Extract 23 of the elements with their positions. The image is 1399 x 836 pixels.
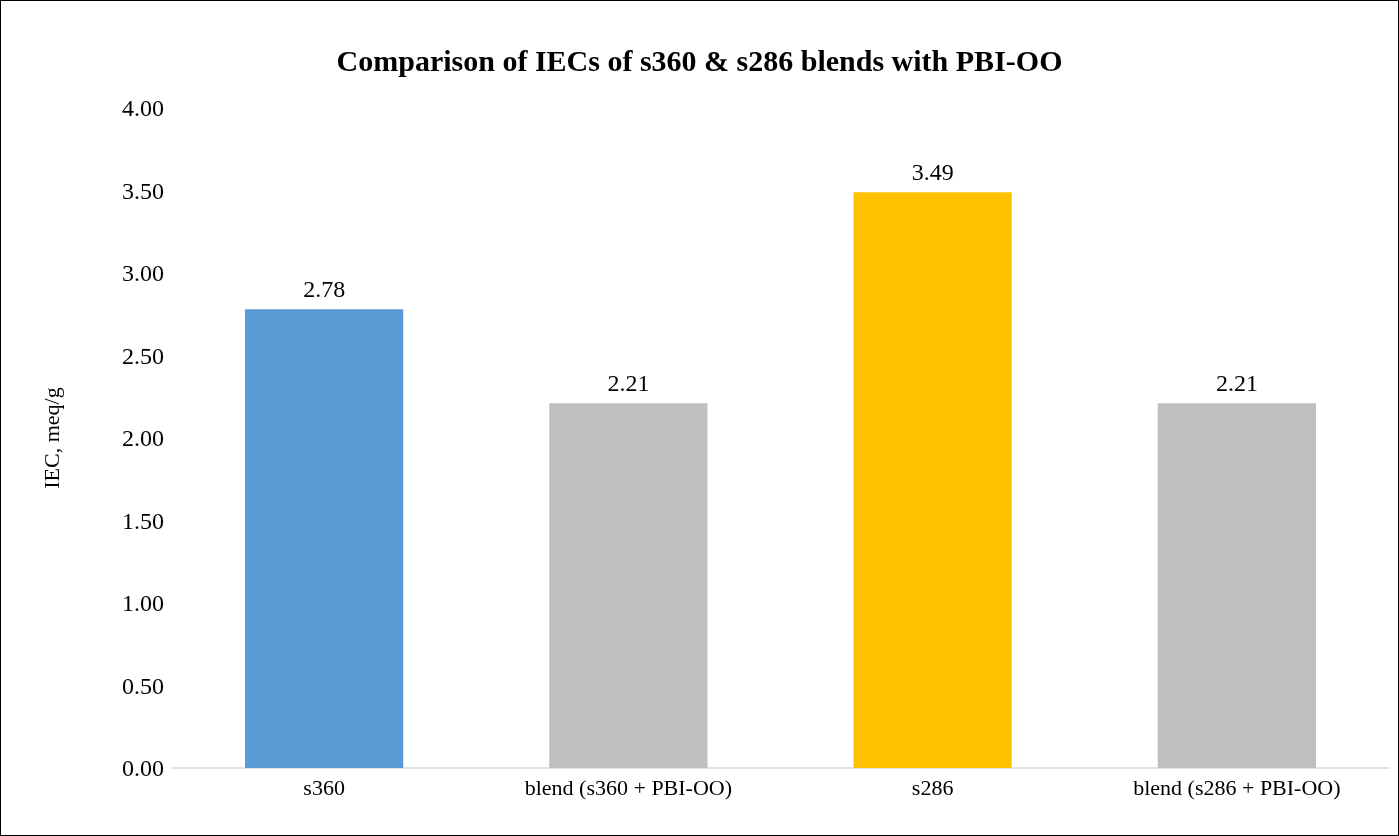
data-label: 2.78: [303, 276, 346, 303]
x-tick-label: blend (s286 + PBI-OO): [1133, 774, 1341, 800]
y-tick-label: 1.50: [122, 507, 164, 534]
bar: [549, 403, 708, 768]
bar: [245, 309, 404, 768]
y-tick-label: 2.50: [122, 342, 164, 369]
x-tick-label: s286: [911, 774, 954, 800]
y-tick-label: 1.00: [122, 590, 164, 616]
y-tick-label: 3.50: [122, 177, 164, 204]
bar: [853, 192, 1012, 768]
data-label: 2.21: [607, 370, 650, 397]
x-tick-label: blend (s360 + PBI-OO): [524, 774, 733, 800]
y-tick-label: 3.00: [122, 260, 164, 286]
data-label: 3.49: [911, 159, 954, 186]
bar: [1157, 403, 1316, 768]
y-tick-label: 2.00: [122, 425, 164, 451]
chart-title: Comparison of IECs of s360 & s286 blends with PBI-OO: [336, 43, 1063, 77]
y-axis-title: IEC, meq/g: [38, 387, 64, 489]
y-tick-label: 0.50: [122, 672, 164, 699]
data-label: 2.21: [1215, 370, 1258, 397]
x-tick-label: s360: [303, 774, 345, 800]
y-tick-label: 0.00: [122, 755, 164, 781]
y-tick-label: 4.00: [122, 95, 164, 121]
